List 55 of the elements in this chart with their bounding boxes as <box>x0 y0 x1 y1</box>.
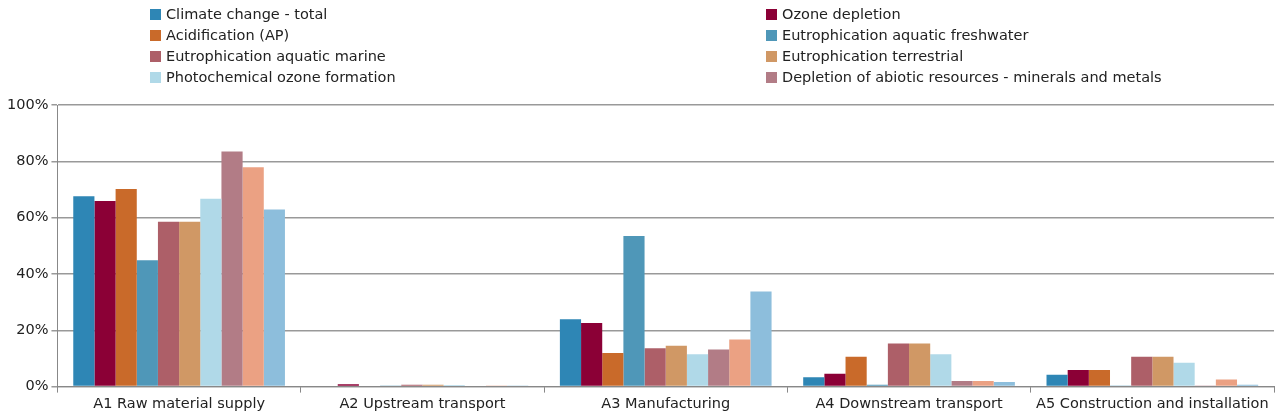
bar <box>94 201 116 386</box>
x-tick-label: A1 Raw material supply <box>93 395 266 412</box>
bar <box>242 167 264 386</box>
bar <box>845 356 867 386</box>
bar <box>1046 374 1068 386</box>
legend-label: Acidification (AP) <box>166 27 290 43</box>
bar <box>221 151 243 386</box>
bar <box>115 188 137 386</box>
x-tick-label: A5 Construction and installation <box>1036 395 1269 412</box>
bar <box>930 354 952 386</box>
bar <box>179 221 201 386</box>
bar <box>665 345 687 386</box>
bar <box>729 339 751 386</box>
bar <box>73 196 95 386</box>
bar <box>1088 369 1111 386</box>
bar <box>993 382 1015 386</box>
bar <box>686 354 709 386</box>
bar <box>623 235 645 386</box>
bar <box>1215 379 1238 386</box>
bar <box>1152 356 1174 386</box>
legend-label: Depletion of abiotic resources - minerals and metals <box>782 69 1162 85</box>
legend-label: Eutrophication terrestrial <box>782 48 964 64</box>
bar <box>708 349 730 386</box>
bar <box>1067 369 1089 386</box>
bar <box>581 322 603 386</box>
bar <box>263 209 285 386</box>
legend-label: Eutrophication aquatic marine <box>166 48 386 64</box>
legend-label: Climate change - total <box>166 6 328 22</box>
y-tick-label: 60% <box>16 208 49 225</box>
bar <box>200 198 222 386</box>
y-tick-label: 0% <box>25 377 49 394</box>
bar <box>803 377 825 386</box>
bar <box>909 343 931 386</box>
y-tick-label: 20% <box>16 321 49 338</box>
bar <box>157 221 180 386</box>
y-tick-label: 100% <box>6 95 49 112</box>
bar <box>750 291 772 386</box>
y-tick-label: 40% <box>16 264 49 281</box>
legend-label: Eutrophication aquatic freshwater <box>782 27 1029 43</box>
bar <box>1131 356 1153 386</box>
bar <box>1173 362 1195 386</box>
bar <box>602 353 624 386</box>
x-tick-label: A2 Upstream transport <box>339 395 506 412</box>
legend-label: Photochemical ozone formation <box>166 69 396 85</box>
bar <box>559 319 582 386</box>
bar <box>887 343 910 386</box>
bar <box>644 348 666 386</box>
y-tick-label: 80% <box>16 152 49 169</box>
legend-label: Ozone depletion <box>782 6 901 22</box>
x-tick-label: A4 Downstream transport <box>815 395 1003 412</box>
bar <box>951 380 973 386</box>
x-tick-label: A3 Manufacturing <box>601 395 731 412</box>
bar <box>136 260 158 386</box>
bar <box>972 380 994 386</box>
bar <box>824 373 846 386</box>
